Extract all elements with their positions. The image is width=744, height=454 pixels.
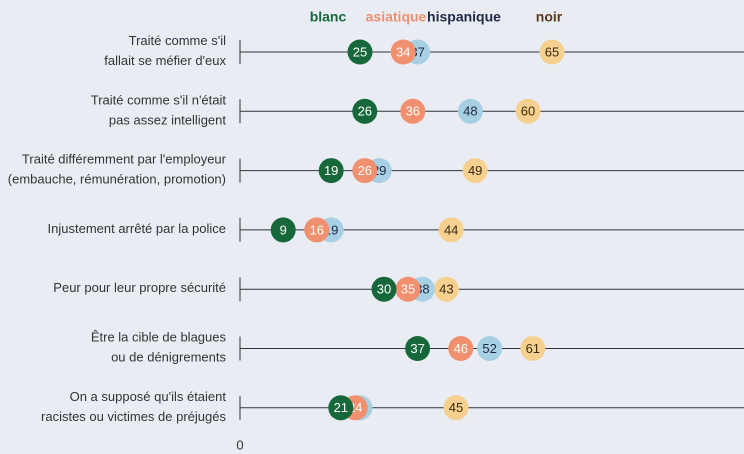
dot [520,336,546,361]
value-label: 26 [358,163,372,178]
value-label: 61 [526,341,540,356]
value-label: 37 [410,341,424,356]
value-label: 35 [401,282,415,297]
dot [448,336,474,361]
dot [371,276,397,302]
value-label: 26 [358,104,372,119]
dot [328,395,354,421]
dot [400,98,426,124]
category-label: Être la cible de blagues ou de dénigremen… [91,330,227,365]
dot [270,217,296,243]
legend-label: noir [536,9,563,25]
value-label: 30 [377,282,391,297]
dot [347,39,373,65]
value-label: 60 [521,104,535,119]
category-label: Traité comme s'il fallait se méfier d'eux [104,33,226,68]
value-label: 34 [396,44,410,59]
value-label: 9 [280,222,287,237]
dot [395,276,421,302]
value-label: 36 [406,104,420,119]
value-label: 19 [324,163,338,178]
value-label: 65 [545,44,559,59]
value-label: 43 [439,282,453,297]
value-label: 44 [444,222,458,237]
value-label: 48 [463,104,477,119]
dot [477,336,503,361]
value-label: 45 [449,400,463,415]
legend-label: blanc [310,9,347,25]
value-label: 52 [482,341,496,356]
dot [515,98,541,124]
dot [462,158,488,184]
dot [352,158,378,184]
dot [433,276,459,302]
value-label: 21 [334,400,348,415]
value-label: 49 [468,163,482,178]
category-label: Traité différemment par l'employeur (emba… [8,152,227,187]
dot [438,217,464,243]
dot [318,158,344,184]
dot [539,39,565,65]
category-label: Peur pour leur propre sécurité [53,281,226,296]
category-label: On a supposé qu'ils étaient racistes ou v… [41,389,226,424]
category-label: Traité comme s'il n'était pas assez intel… [91,93,227,128]
dot [352,98,378,124]
dot [405,336,431,361]
value-label: 16 [310,222,324,237]
x-tick-label: 0 [236,437,243,452]
legend-label: hispanique [427,9,501,25]
dot [457,98,483,124]
legend-label: asiatique [366,9,427,25]
dot [443,395,469,421]
value-label: 46 [454,341,468,356]
category-label: Injustement arrêté par la police [48,221,226,236]
dot [390,39,416,65]
value-label: 25 [353,44,367,59]
dot [304,217,330,243]
